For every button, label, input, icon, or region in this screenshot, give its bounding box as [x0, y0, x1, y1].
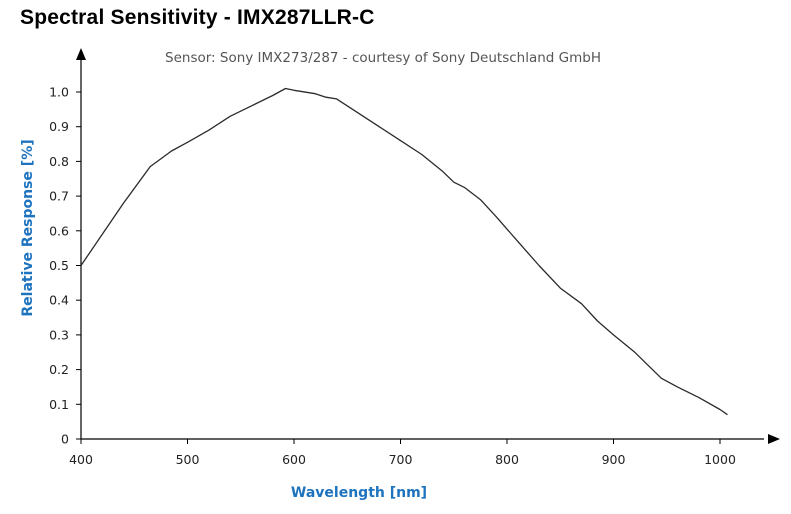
- data-point: [336, 98, 337, 99]
- data-point: [661, 378, 662, 379]
- data-point: [285, 88, 286, 89]
- data-point: [421, 154, 422, 155]
- data-point: [251, 105, 252, 106]
- x-axis-title: Wavelength [nm]: [291, 485, 427, 501]
- x-tick-label: 1000: [704, 452, 736, 467]
- data-point: [496, 216, 497, 217]
- data-point: [325, 97, 326, 98]
- chart-title: Spectral Sensitivity - IMX287LLR-C: [20, 6, 375, 29]
- y-tick-label: 0.1: [49, 397, 69, 412]
- y-tick-label: 0.3: [49, 327, 69, 342]
- data-point: [581, 303, 582, 304]
- x-tick-label: 500: [176, 452, 200, 467]
- y-tick-label: 0.9: [49, 119, 69, 134]
- x-tick-label: 800: [495, 452, 519, 467]
- y-axis-title: Relative Response [%]: [20, 139, 36, 316]
- data-point: [517, 241, 518, 242]
- x-axis-arrow-icon: [768, 434, 780, 444]
- data-point: [208, 130, 209, 131]
- data-point: [464, 187, 465, 188]
- data-point: [719, 409, 720, 410]
- y-tick-label: 0.5: [49, 258, 69, 273]
- y-tick-label: 0.6: [49, 223, 69, 238]
- x-tick-label: 700: [389, 452, 413, 467]
- data-point: [677, 386, 678, 387]
- x-axis-ticks: 400 500 600 700 800 900 1000: [69, 439, 736, 467]
- data-point: [538, 265, 539, 266]
- data-point: [230, 116, 231, 117]
- data-point: [379, 126, 380, 127]
- y-tick-label: 0.8: [49, 154, 69, 169]
- data-point: [727, 414, 728, 415]
- data-point: [272, 95, 273, 96]
- x-tick-label: 400: [69, 452, 93, 467]
- data-point: [102, 234, 103, 235]
- data-point: [400, 140, 401, 141]
- data-point: [453, 182, 454, 183]
- y-tick-label: 0.2: [49, 362, 69, 377]
- y-tick-label: 1.0: [49, 85, 69, 100]
- chart-subtitle: Sensor: Sony IMX273/287 - courtesy of So…: [165, 50, 601, 66]
- spectral-response-line: [80, 87, 728, 416]
- data-point: [123, 202, 124, 203]
- data-point: [171, 150, 172, 151]
- y-axis-arrow-icon: [76, 48, 86, 60]
- data-point: [597, 320, 598, 321]
- data-point: [613, 334, 614, 335]
- data-point: [293, 90, 294, 91]
- data-point: [315, 93, 316, 94]
- data-point: [560, 287, 561, 288]
- data-point: [357, 112, 358, 113]
- x-tick-label: 600: [282, 452, 306, 467]
- y-tick-label: 0.4: [49, 293, 69, 308]
- data-points: [80, 88, 728, 415]
- y-axis-ticks: 0 0.1 0.2 0.3 0.4 0.5 0.6 0.7 0.8 0.9 1.0: [49, 85, 81, 447]
- y-tick-label: 0: [61, 432, 69, 447]
- data-point: [80, 265, 81, 266]
- y-tick-label: 0.7: [49, 189, 69, 204]
- data-point: [634, 352, 635, 353]
- data-point: [443, 171, 444, 172]
- data-point: [480, 199, 481, 200]
- data-point: [187, 142, 188, 143]
- x-tick-label: 900: [602, 452, 626, 467]
- data-point: [698, 397, 699, 398]
- data-point: [150, 166, 151, 167]
